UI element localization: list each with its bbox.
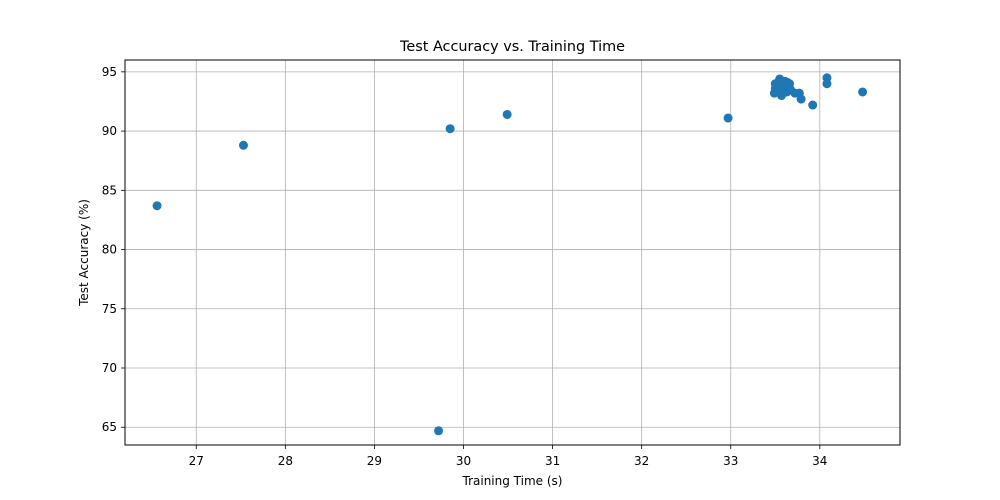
y-axis-title: Test Accuracy (%) <box>77 199 91 307</box>
x-tick-label: 28 <box>278 454 293 468</box>
data-point <box>796 94 806 104</box>
data-point <box>858 87 868 97</box>
y-tick-label: 85 <box>102 183 117 197</box>
data-point <box>445 124 455 134</box>
grid <box>125 60 900 445</box>
data-point <box>822 79 832 89</box>
data-point <box>808 100 818 110</box>
x-tick-label: 33 <box>723 454 738 468</box>
data-point <box>723 113 733 123</box>
chart-title: Test Accuracy vs. Training Time <box>399 39 625 55</box>
x-axis-title: Training Time (s) <box>462 474 563 488</box>
y-axis-ticks: 65 70 75 80 85 90 95 <box>102 65 125 434</box>
x-tick-label: 31 <box>545 454 560 468</box>
y-tick-label: 90 <box>102 124 117 138</box>
y-tick-label: 95 <box>102 65 117 79</box>
x-axis-ticks: 27 28 29 30 31 32 33 34 <box>189 445 827 468</box>
data-points <box>152 73 868 436</box>
data-point <box>238 140 248 150</box>
y-tick-label: 80 <box>102 243 117 257</box>
plot-frame <box>124 59 901 446</box>
y-tick-label: 70 <box>102 361 117 375</box>
x-tick-label: 27 <box>189 454 204 468</box>
x-tick-label: 32 <box>634 454 649 468</box>
data-point <box>152 201 162 211</box>
x-tick-label: 29 <box>367 454 382 468</box>
y-tick-label: 65 <box>102 420 117 434</box>
x-tick-label: 30 <box>456 454 471 468</box>
y-tick-label: 75 <box>102 302 117 316</box>
data-point <box>502 109 512 119</box>
data-point <box>434 426 444 436</box>
x-tick-label: 34 <box>812 454 827 468</box>
